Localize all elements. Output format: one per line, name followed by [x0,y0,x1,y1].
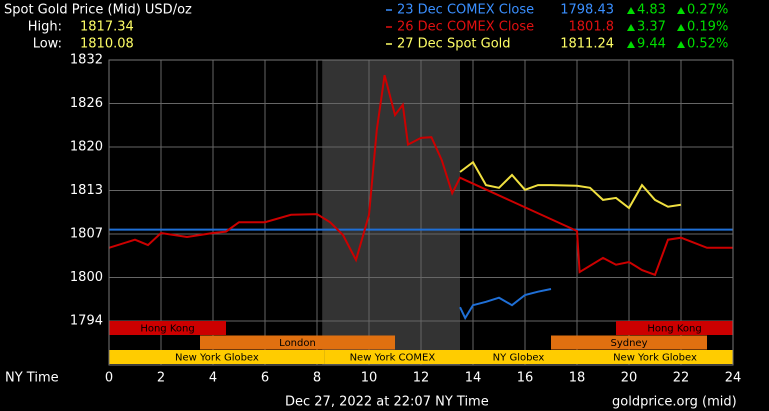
session-label: NY Globex [493,353,545,364]
change-arrow [677,7,685,14]
session-label: New York COMEX [350,353,436,364]
legend-change-pct: 0.52% [687,37,728,52]
change-arrow [627,24,635,31]
x-tick-label: 10 [361,371,378,386]
legend-change: 4.83 [637,3,666,18]
session-label: Hong Kong [647,324,701,335]
session-bar [109,350,325,364]
x-tick-label: 16 [517,371,534,386]
series-line [459,288,552,321]
y-tick-label: 1820 [70,140,103,155]
source: goldprice.org (mid) [612,395,737,410]
legend-last: 1811.24 [560,37,614,52]
y-tick-label: 1807 [70,227,103,242]
plot-border [108,59,734,366]
session-label: Sydney [610,338,647,349]
session-bar [577,350,733,364]
legend-name: 26 Dec COMEX Close [397,20,534,35]
x-tick-label: 6 [261,371,269,386]
x-tick-label: 20 [621,371,638,386]
legend-name: 23 Dec COMEX Close [397,3,534,18]
legend-change-pct: 0.27% [687,3,728,18]
low-value: 1810.08 [80,37,134,52]
session-bar [551,335,707,350]
change-arrow [677,24,685,31]
session-label: New York Globex [175,353,259,364]
x-tick-label: 24 [725,371,742,386]
legend-change-pct: 0.19% [687,20,728,35]
x-axis-label: NY Time [5,371,59,386]
y-tick-label: 1800 [70,270,103,285]
x-tick-label: 14 [465,371,482,386]
y-tick-label: 1813 [70,183,103,198]
change-arrow [627,7,635,14]
y-tick-label: 1794 [70,314,103,329]
high-value: 1817.34 [80,20,134,35]
legend-last: 1801.8 [569,20,615,35]
x-tick-label: 8 [313,371,321,386]
y-tick-label: 1826 [70,96,103,111]
low-label: Low: [33,37,62,52]
x-tick-label: 12 [413,371,430,386]
session-bar [324,350,460,364]
change-arrow [627,41,635,48]
session-label: New York Globex [613,353,697,364]
x-tick-label: 0 [105,371,113,386]
session-bar [200,335,395,350]
change-arrow [677,41,685,48]
x-tick-label: 4 [209,371,217,386]
session-bar [109,321,226,335]
session-label: London [279,338,316,349]
session-label: Hong Kong [140,324,194,335]
footer: Dec 27, 2022 at 22:07 NY Time [285,395,489,410]
high-label: High: [28,20,62,35]
x-tick-label: 2 [157,371,165,386]
y-tick-label: 1832 [70,53,103,68]
series-line [108,74,733,277]
chart-title: Spot Gold Price (Mid) USD/oz [4,3,192,18]
legend-name: 27 Dec Spot Gold [397,37,511,52]
legend-last: 1798.43 [560,3,614,18]
legend-change: 3.37 [637,20,666,35]
x-tick-label: 18 [569,371,586,386]
legend-change: 9.44 [637,37,666,52]
x-tick-label: 22 [673,371,690,386]
shaded-region [322,60,460,365]
session-bar [616,321,733,335]
session-bar [460,350,577,364]
series-line [459,160,682,210]
